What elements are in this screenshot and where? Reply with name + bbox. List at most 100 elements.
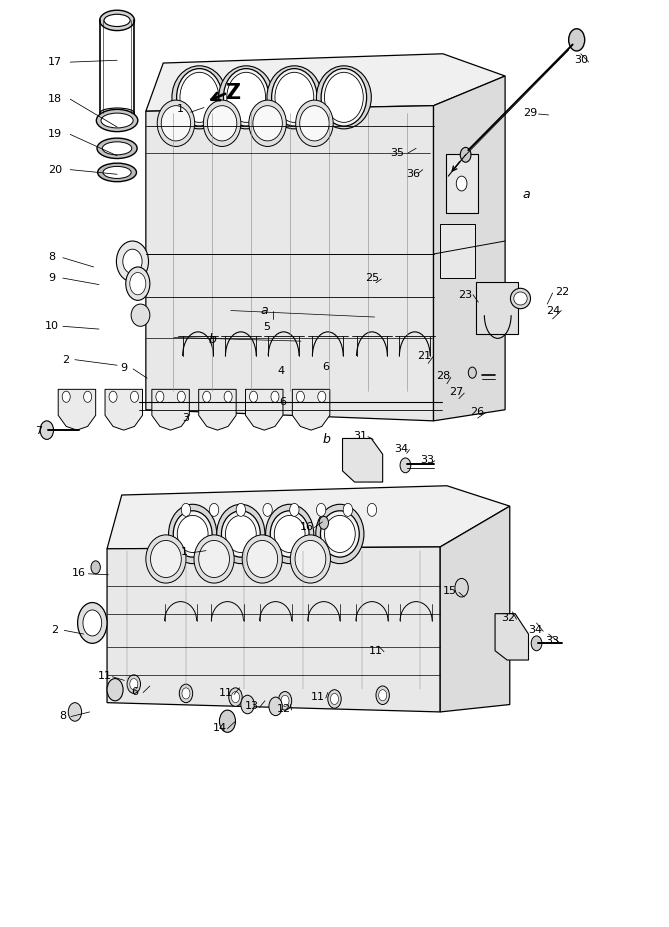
Polygon shape xyxy=(107,547,440,712)
Text: 30: 30 xyxy=(574,56,587,65)
Circle shape xyxy=(78,603,107,643)
Text: 31: 31 xyxy=(353,431,367,440)
Ellipse shape xyxy=(97,138,137,159)
Ellipse shape xyxy=(104,14,130,27)
Circle shape xyxy=(343,503,353,516)
Text: 6: 6 xyxy=(132,687,138,696)
Circle shape xyxy=(376,686,389,705)
Circle shape xyxy=(400,458,411,473)
Ellipse shape xyxy=(116,241,149,282)
Circle shape xyxy=(181,503,191,516)
Circle shape xyxy=(271,391,279,402)
Text: 11: 11 xyxy=(311,692,324,702)
Circle shape xyxy=(107,679,123,701)
Circle shape xyxy=(203,391,211,402)
Ellipse shape xyxy=(295,540,326,578)
Circle shape xyxy=(229,688,242,706)
Ellipse shape xyxy=(270,511,309,557)
Text: 32: 32 xyxy=(501,614,516,623)
Ellipse shape xyxy=(161,106,191,141)
Text: 8: 8 xyxy=(49,252,56,261)
Text: 3: 3 xyxy=(183,413,189,423)
Text: 28: 28 xyxy=(436,372,450,381)
Ellipse shape xyxy=(177,69,222,126)
Circle shape xyxy=(531,636,542,651)
Polygon shape xyxy=(146,54,505,111)
Circle shape xyxy=(278,692,292,710)
Ellipse shape xyxy=(169,504,217,564)
Text: 27: 27 xyxy=(449,387,464,397)
Polygon shape xyxy=(495,614,529,660)
Circle shape xyxy=(460,147,471,162)
Circle shape xyxy=(130,391,138,402)
Bar xyxy=(446,154,478,213)
Ellipse shape xyxy=(290,535,330,583)
Ellipse shape xyxy=(194,535,234,583)
Bar xyxy=(476,282,518,334)
Polygon shape xyxy=(440,506,510,712)
Circle shape xyxy=(318,391,326,402)
Text: 34: 34 xyxy=(394,444,409,453)
Ellipse shape xyxy=(98,163,136,182)
Circle shape xyxy=(290,503,299,516)
Circle shape xyxy=(127,675,140,693)
Text: 16: 16 xyxy=(72,568,86,578)
Circle shape xyxy=(156,391,164,402)
Ellipse shape xyxy=(101,113,133,128)
Text: 19: 19 xyxy=(47,130,62,139)
Text: 25: 25 xyxy=(365,273,379,283)
Ellipse shape xyxy=(100,108,134,119)
Text: 8: 8 xyxy=(60,711,66,720)
Text: 2: 2 xyxy=(52,626,58,635)
Text: 6: 6 xyxy=(322,362,329,372)
Text: 1: 1 xyxy=(181,547,187,556)
Text: 29: 29 xyxy=(523,108,538,118)
Polygon shape xyxy=(105,389,142,430)
Ellipse shape xyxy=(253,106,282,141)
Text: 23: 23 xyxy=(458,290,472,299)
Text: a: a xyxy=(260,304,268,317)
Circle shape xyxy=(224,391,232,402)
Text: Z: Z xyxy=(225,83,240,103)
Polygon shape xyxy=(107,486,510,549)
Circle shape xyxy=(328,690,341,708)
Text: 14: 14 xyxy=(212,723,227,732)
Ellipse shape xyxy=(316,504,364,564)
Ellipse shape xyxy=(266,504,314,564)
Circle shape xyxy=(219,710,235,732)
Text: 26: 26 xyxy=(470,407,485,416)
Circle shape xyxy=(569,29,585,51)
Circle shape xyxy=(367,503,377,516)
Ellipse shape xyxy=(324,515,355,552)
Circle shape xyxy=(296,391,304,402)
Circle shape xyxy=(179,684,193,703)
Ellipse shape xyxy=(123,249,142,273)
Ellipse shape xyxy=(217,504,265,564)
Ellipse shape xyxy=(300,106,329,141)
Text: 20: 20 xyxy=(47,165,62,174)
Text: 9: 9 xyxy=(49,273,56,283)
Ellipse shape xyxy=(225,515,256,552)
Text: 4: 4 xyxy=(278,366,284,375)
Circle shape xyxy=(40,421,54,439)
Polygon shape xyxy=(246,389,283,430)
Text: 17: 17 xyxy=(47,57,62,67)
Circle shape xyxy=(83,610,102,636)
Circle shape xyxy=(91,561,100,574)
Ellipse shape xyxy=(321,69,367,126)
Circle shape xyxy=(68,703,82,721)
Polygon shape xyxy=(146,106,434,421)
Text: 33: 33 xyxy=(546,637,559,646)
Ellipse shape xyxy=(274,515,305,552)
Text: b: b xyxy=(209,333,217,346)
Circle shape xyxy=(468,367,476,378)
Text: 33: 33 xyxy=(420,455,434,464)
Ellipse shape xyxy=(100,10,134,31)
Circle shape xyxy=(269,697,282,716)
Ellipse shape xyxy=(103,167,131,179)
Circle shape xyxy=(177,391,185,402)
Text: 1: 1 xyxy=(177,105,184,114)
Circle shape xyxy=(241,695,254,714)
Circle shape xyxy=(130,679,138,690)
Text: 12: 12 xyxy=(276,705,291,714)
